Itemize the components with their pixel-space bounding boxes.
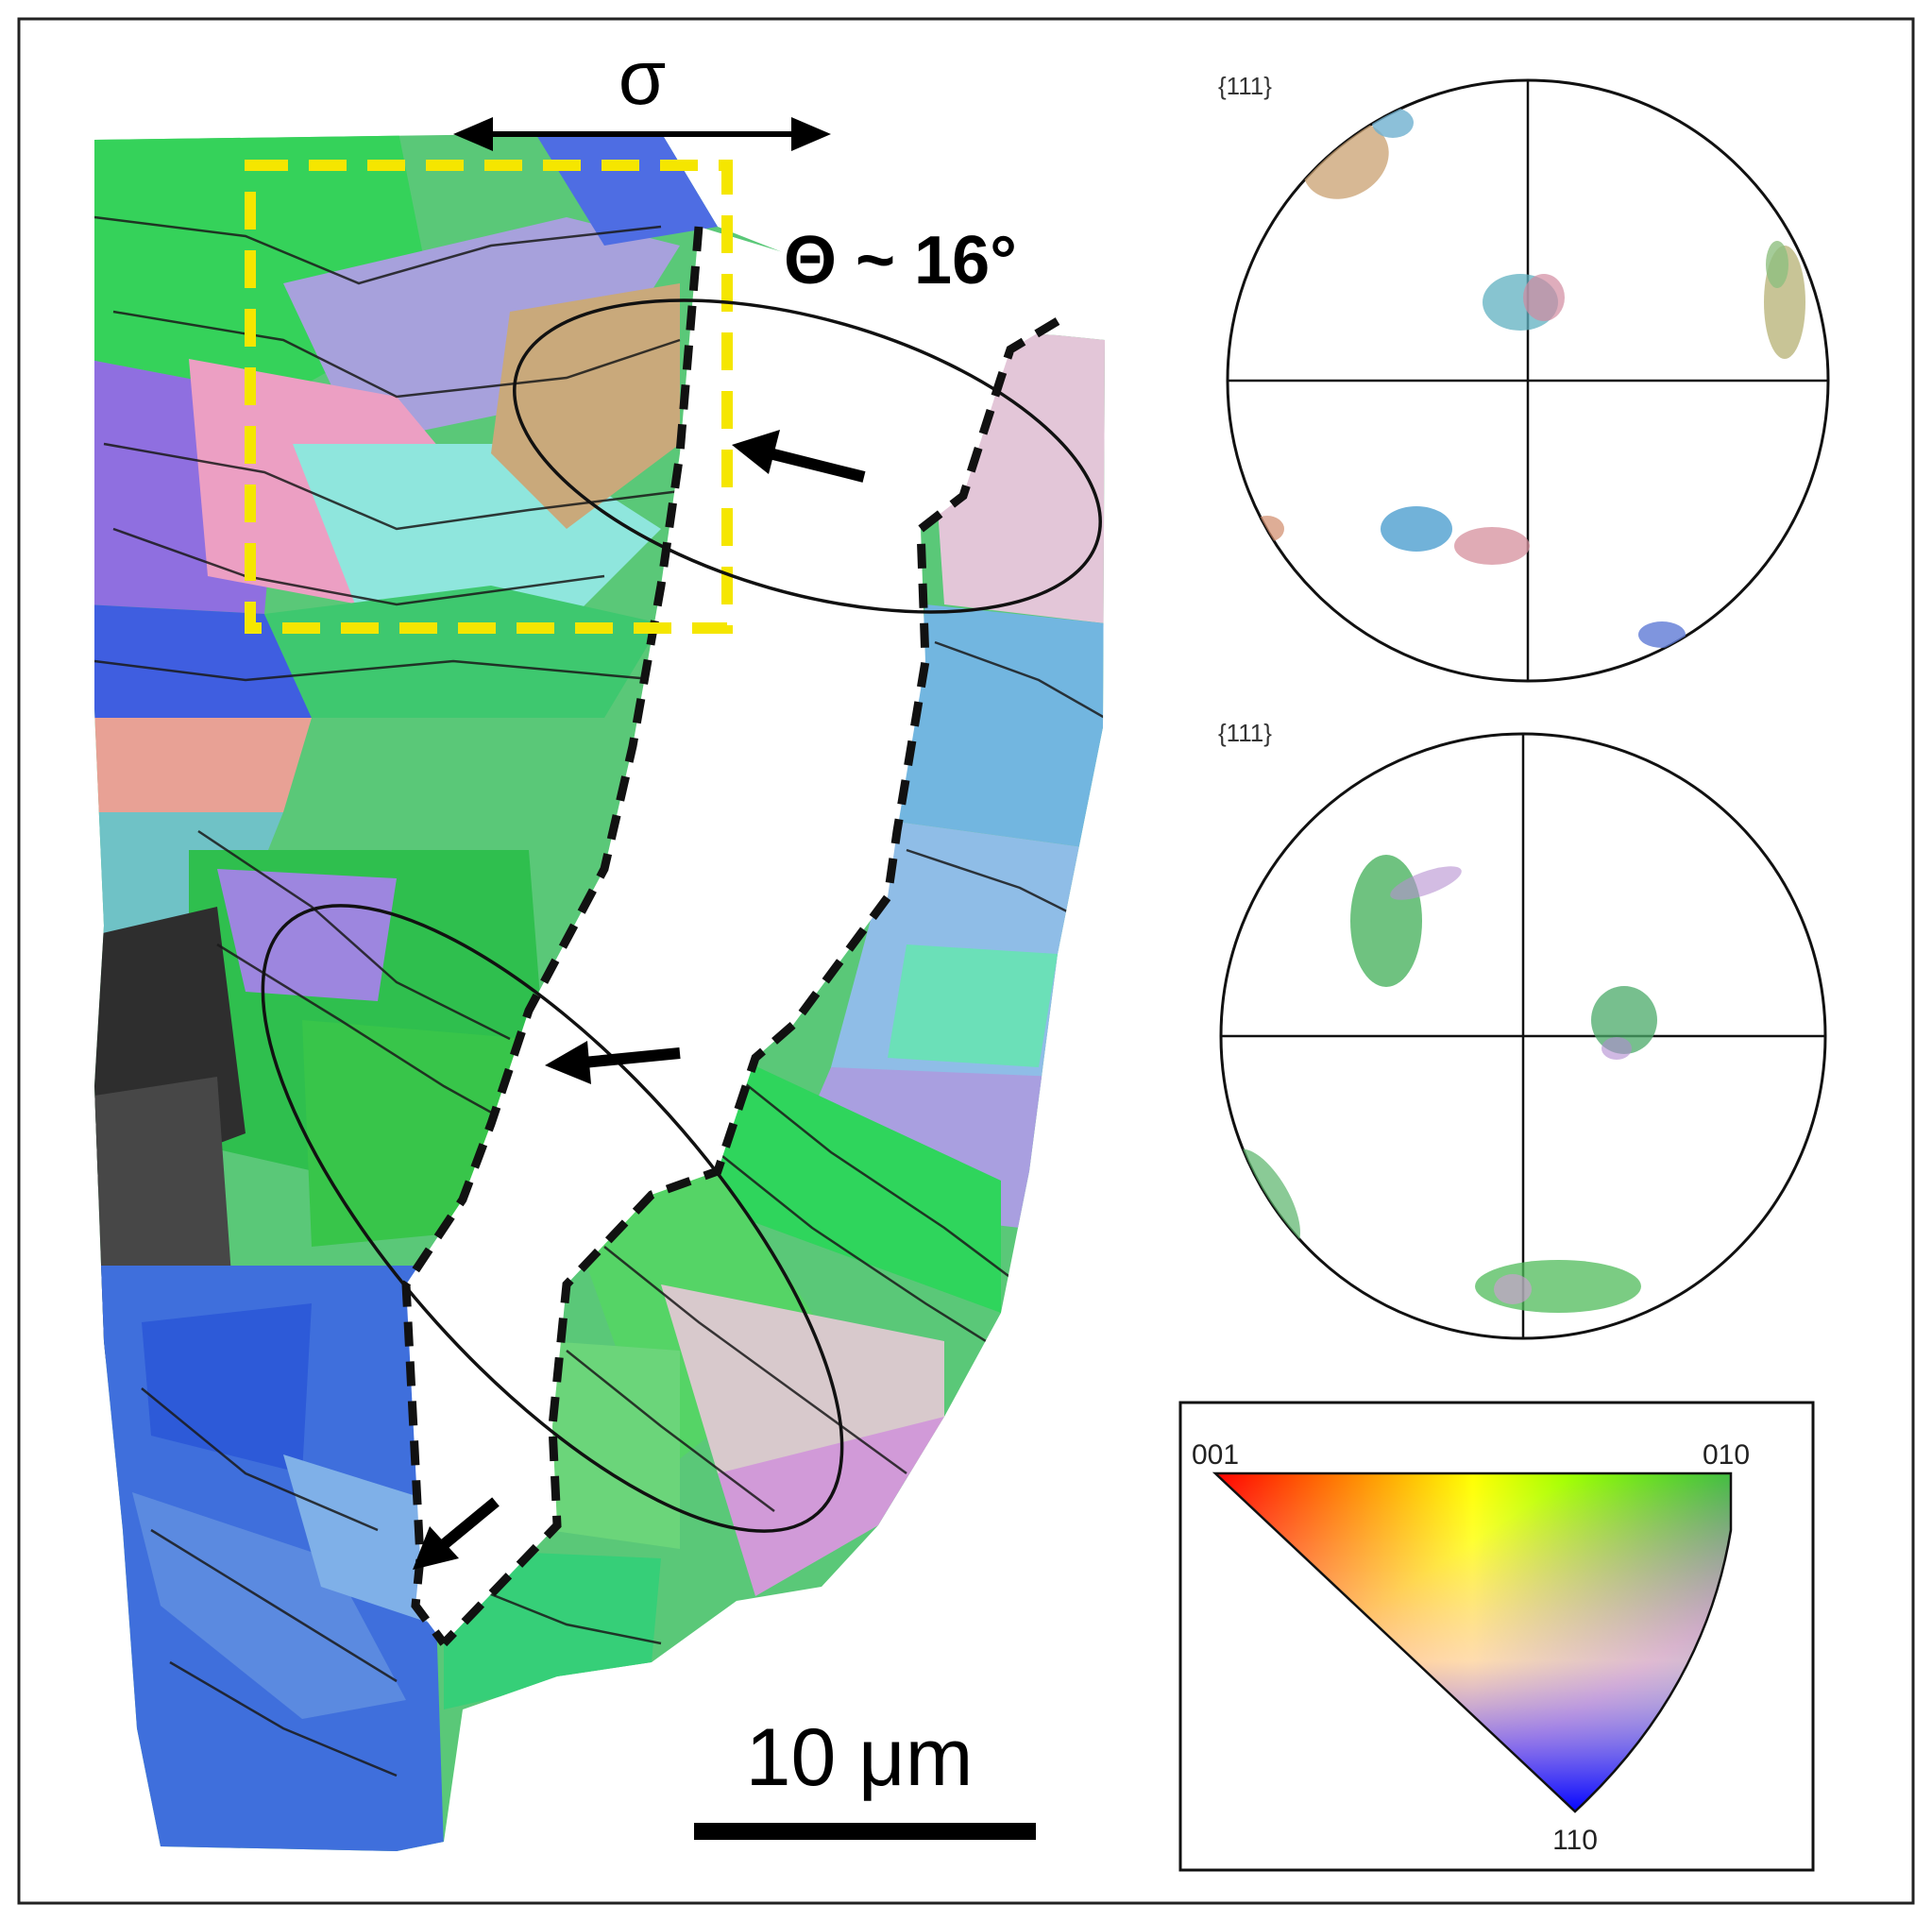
pole-figure-bottom: {111} bbox=[1218, 719, 1827, 1340]
scale-bar-label: 10 μm bbox=[746, 1712, 974, 1803]
ellipse-bottom bbox=[261, 904, 844, 1533]
pole-scatter-top bbox=[1250, 108, 1805, 648]
arrow-icon bbox=[413, 430, 866, 1570]
ellipse-top bbox=[513, 298, 1102, 614]
stress-label: σ bbox=[619, 35, 667, 121]
pole-figure-top-label: {111} bbox=[1218, 72, 1272, 100]
double-arrow-icon bbox=[453, 117, 831, 151]
scale-bar bbox=[694, 1823, 1036, 1840]
pole-figure-top: {111} bbox=[1218, 72, 1830, 683]
ipf-corner-010: 010 bbox=[1703, 1439, 1750, 1471]
angle-label: Θ ~ 16° bbox=[784, 223, 1017, 298]
ipf-corner-001: 001 bbox=[1192, 1439, 1239, 1471]
pole-figure-bottom-label: {111} bbox=[1218, 719, 1272, 747]
crack-region bbox=[406, 227, 1058, 1643]
figure-frame bbox=[17, 17, 1915, 1905]
ipf-corner-110: 110 bbox=[1552, 1825, 1598, 1856]
roi-box bbox=[245, 160, 733, 634]
ipf-color-key: 001 010 110 bbox=[1178, 1401, 1815, 1872]
